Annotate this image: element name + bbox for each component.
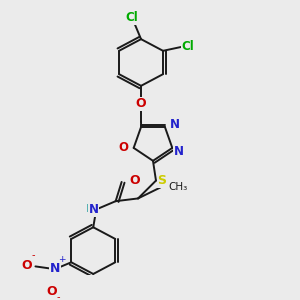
Text: O: O (46, 285, 57, 298)
Text: -: - (57, 292, 60, 300)
Text: -: - (32, 250, 35, 260)
Text: O: O (21, 260, 32, 272)
Text: N: N (88, 203, 99, 216)
Text: N: N (174, 145, 184, 158)
Text: H: H (85, 204, 94, 214)
Text: O: O (118, 141, 128, 154)
Text: CH₃: CH₃ (168, 182, 187, 192)
Text: Cl: Cl (182, 40, 194, 52)
Text: O: O (136, 97, 146, 110)
Text: S: S (158, 174, 166, 187)
Text: O: O (129, 174, 140, 187)
Text: N: N (169, 118, 179, 131)
Text: N: N (50, 262, 60, 275)
Text: +: + (58, 255, 66, 264)
Text: Cl: Cl (126, 11, 139, 24)
